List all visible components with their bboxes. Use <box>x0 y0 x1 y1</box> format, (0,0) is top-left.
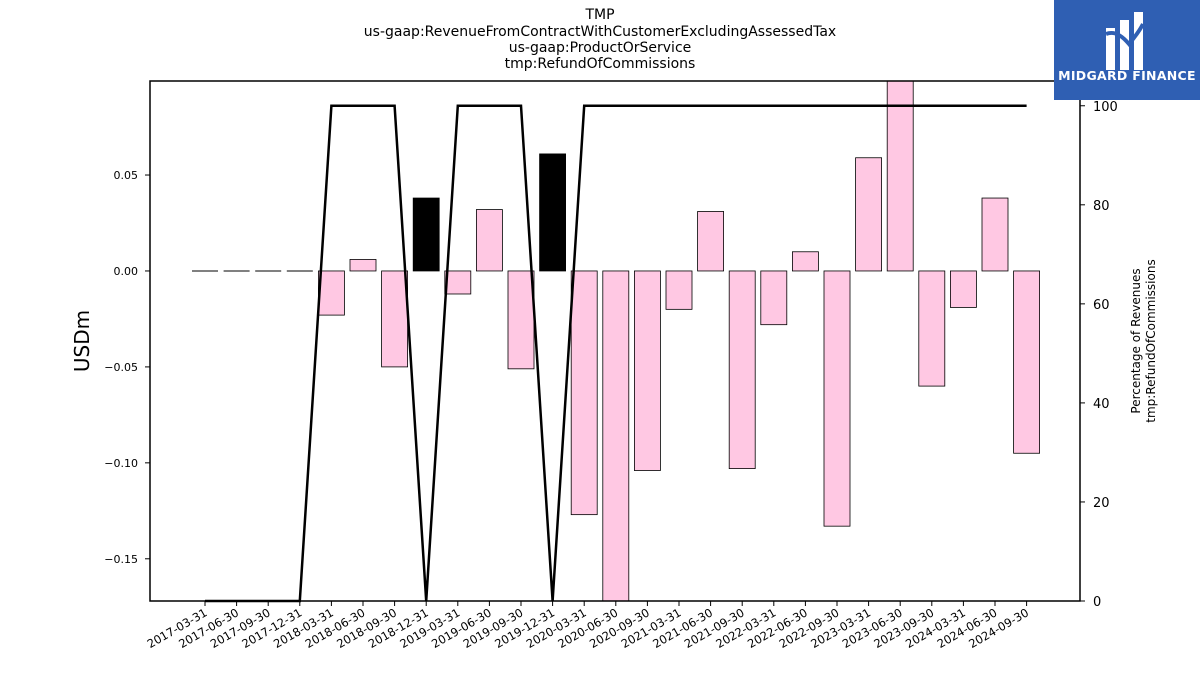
bar <box>475 209 503 272</box>
plot-frame <box>149 80 1081 602</box>
y-tick-label: 0.05 <box>114 169 139 182</box>
bar <box>381 270 409 368</box>
y-axis-right: 0 20 40 60 80 100 <box>1080 100 1118 610</box>
bar <box>950 270 977 308</box>
logo-text: MIDGARD FINANCE <box>1058 68 1196 83</box>
bar <box>886 80 914 272</box>
y-axis-label: USDm <box>70 310 94 372</box>
y2-tick-label: 80 <box>1093 199 1110 214</box>
y2-tick-label: 40 <box>1093 397 1110 412</box>
y-axis-label-2-line-2: tmp:RefundOfCommissions <box>1144 259 1158 422</box>
title-line-2: us-gaap:RevenueFromContractWithCustomerE… <box>363 24 837 40</box>
bar <box>412 197 440 272</box>
y2-tick-label: 100 <box>1093 100 1118 115</box>
x-axis: 2017-03-312017-06-302017-09-302017-12-31… <box>145 601 1031 651</box>
title-line-3: us-gaap:ProductOrService <box>508 40 692 56</box>
bar <box>728 270 756 470</box>
bar <box>823 270 851 527</box>
bar <box>760 270 788 326</box>
bar <box>602 270 630 602</box>
bar <box>317 270 345 316</box>
bar-series <box>192 80 1040 602</box>
bar <box>349 259 377 272</box>
y-tick-label: 0.00 <box>114 265 139 278</box>
logo-mark-icon <box>1105 12 1145 70</box>
bar <box>444 270 472 295</box>
company-logo: MIDGARD FINANCE <box>1054 0 1200 100</box>
bar <box>981 197 1009 272</box>
y-tick-label: −0.10 <box>104 457 138 470</box>
y2-tick-label: 60 <box>1093 298 1110 313</box>
percentage-line-series <box>205 104 1027 603</box>
bar <box>918 270 946 387</box>
bar <box>665 270 693 310</box>
y2-tick-label: 0 <box>1093 595 1101 610</box>
bar <box>634 270 661 471</box>
bar <box>697 211 724 272</box>
bar <box>855 157 882 272</box>
y-axis-label-2-line-1: Percentage of Revenues <box>1129 268 1143 413</box>
bar <box>570 270 598 516</box>
bar <box>1013 270 1040 454</box>
y-tick-label: −0.15 <box>104 553 138 566</box>
percentage-line <box>205 104 1027 603</box>
bar <box>507 270 535 370</box>
bar <box>792 251 819 272</box>
bar <box>539 153 566 272</box>
y-tick-label: −0.05 <box>104 361 138 374</box>
title-line-1: TMP <box>585 7 615 23</box>
y2-tick-label: 20 <box>1093 496 1110 511</box>
title-line-4: tmp:RefundOfCommissions <box>504 56 696 72</box>
y-axis-left: −0.15 −0.10 −0.05 0.00 0.05 <box>104 169 150 566</box>
